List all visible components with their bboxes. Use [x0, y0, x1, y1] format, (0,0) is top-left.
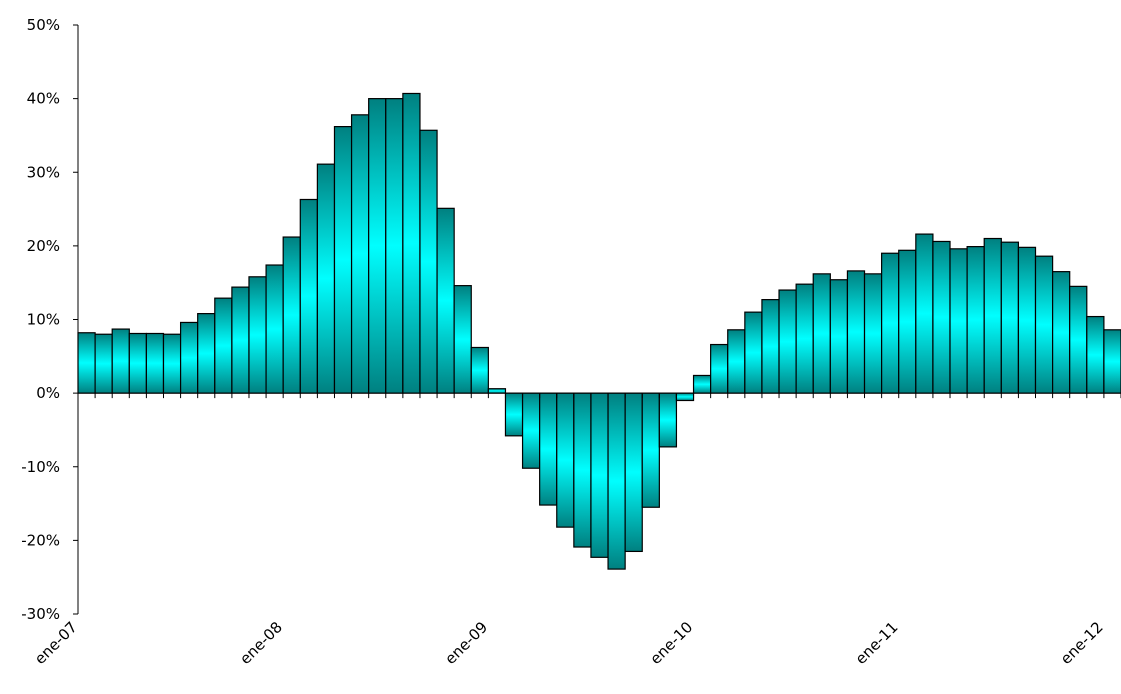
axes-layer	[73, 24, 1121, 615]
bar-4	[145, 332, 165, 394]
bar-26	[521, 392, 541, 469]
bar-16	[350, 114, 370, 394]
y-tick-label-7: 40%	[27, 90, 60, 108]
bar-46	[863, 273, 883, 394]
bar-48	[898, 249, 917, 394]
bar-28	[556, 392, 575, 528]
bar-50	[932, 240, 951, 394]
bar-60	[1103, 329, 1121, 394]
bar-53	[983, 237, 1002, 394]
bar-55	[1017, 246, 1037, 394]
bar-10	[248, 276, 267, 394]
y-tick-label-4: 10%	[27, 311, 60, 329]
bar-35	[675, 392, 695, 402]
x-tick-label-3: ene-10	[647, 618, 697, 668]
bar-47	[881, 252, 900, 394]
bar-38	[727, 329, 746, 394]
y-tick-label-6: 30%	[27, 163, 60, 181]
bar-43	[812, 273, 831, 394]
bar-45	[846, 270, 866, 394]
bar-56	[1034, 255, 1054, 394]
bar-49	[915, 233, 934, 394]
bar-29	[573, 392, 592, 548]
bar-6	[179, 321, 199, 394]
bar-52	[966, 246, 985, 394]
bar-9	[231, 286, 250, 394]
y-tick-label-3: 0%	[36, 384, 60, 402]
bar-20	[419, 129, 438, 394]
bar-51	[949, 248, 968, 394]
bar-23	[470, 346, 489, 394]
bar-19	[402, 92, 421, 394]
bar-59	[1086, 315, 1105, 394]
bars-layer	[77, 92, 1121, 570]
bar-42	[795, 283, 814, 394]
bar-0	[77, 332, 96, 394]
bar-39	[744, 311, 763, 394]
bar-32	[624, 392, 643, 553]
bar-34	[658, 392, 678, 448]
bar-24	[487, 388, 507, 394]
bar-14	[316, 163, 336, 394]
x-tick-label-2: ene-09	[441, 618, 491, 668]
bar-1	[94, 333, 113, 394]
bar-7	[197, 313, 216, 394]
bar-17	[368, 98, 387, 394]
bar-12	[282, 236, 301, 394]
bar-27	[539, 392, 558, 506]
y-tick-label-8: 50%	[27, 16, 60, 34]
bar-40	[761, 299, 780, 394]
y-tick-label-5: 20%	[27, 237, 60, 255]
bar-2	[111, 328, 130, 394]
x-tick-label-5: ene-12	[1057, 618, 1107, 668]
x-tick-label-1: ene-08	[236, 618, 286, 668]
bar-22	[453, 285, 472, 394]
bar-54	[1000, 241, 1020, 394]
y-tick-label-1: -20%	[21, 531, 60, 549]
bar-37	[710, 343, 729, 394]
bar-21	[436, 207, 455, 394]
bar-18	[385, 98, 404, 394]
bar-30	[590, 392, 609, 558]
bar-13	[299, 198, 318, 394]
bar-57	[1052, 271, 1071, 394]
bar-15	[333, 125, 353, 394]
bar-5	[162, 333, 182, 394]
x-tick-label-4: ene-11	[852, 618, 902, 668]
bar-8	[214, 297, 233, 394]
bar-33	[641, 392, 660, 508]
y-tick-label-2: -10%	[21, 458, 60, 476]
bar-31	[607, 392, 626, 570]
bar-41	[778, 289, 797, 394]
bar-44	[829, 279, 849, 394]
bar-11	[265, 264, 284, 394]
x-tick-label-0: ene-07	[31, 618, 81, 668]
bar-25	[504, 392, 524, 437]
bar-3	[128, 332, 148, 394]
bar-58	[1069, 285, 1088, 394]
bar-36	[692, 374, 712, 394]
y-tick-label-0: -30%	[21, 605, 60, 623]
